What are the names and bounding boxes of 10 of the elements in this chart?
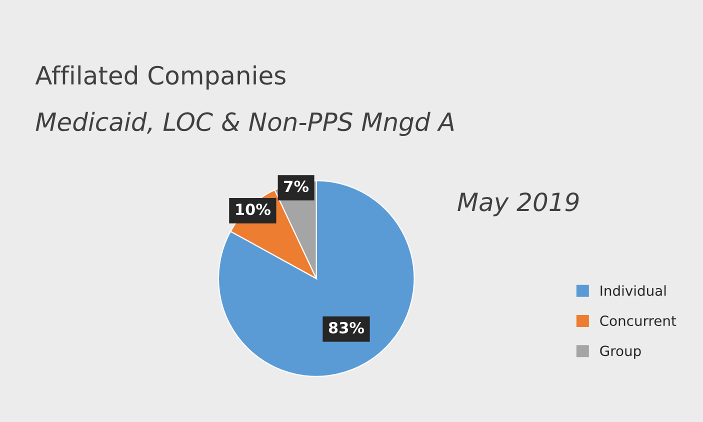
text: May 2019	[458, 192, 579, 216]
legend-label: Individual	[600, 285, 666, 296]
pie-slice	[218, 180, 415, 377]
data-label: 83%	[328, 322, 364, 334]
data-label: 7%	[284, 180, 309, 192]
chart-title: Affilated Companies	[35, 65, 286, 90]
legend-label: Concurrent	[600, 316, 676, 326]
legend-label: Group	[600, 346, 641, 359]
chart-subtitle: Medicaid, LOC & Non-PPS Mngd A	[36, 112, 454, 136]
data-label: 10%	[236, 204, 270, 216]
